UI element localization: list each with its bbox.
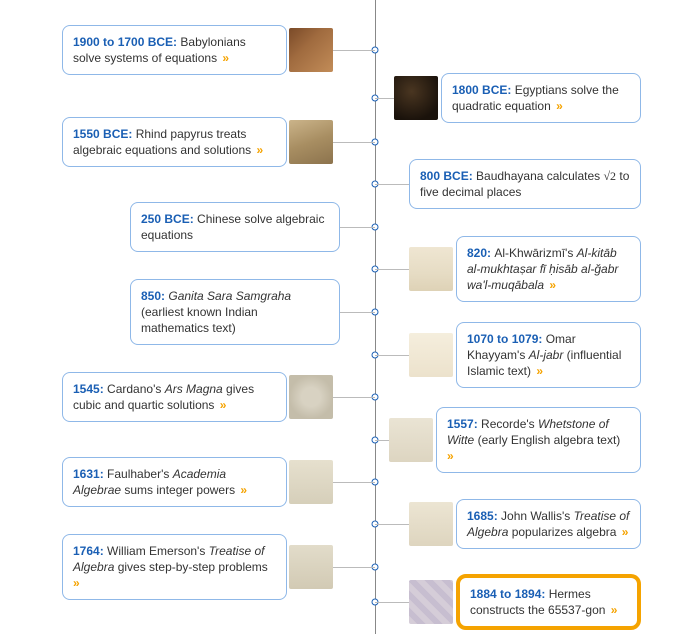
timeline: 1900 to 1700 BCE: Babylonians solve syst… [0, 0, 700, 634]
connector-line [333, 397, 375, 398]
timeline-card-cardano[interactable]: 1545: Cardano's Ars Magna gives cubic an… [62, 372, 287, 422]
entry-date: 1545: [73, 382, 107, 396]
more-arrow-icon[interactable]: » [235, 483, 247, 497]
timeline-card-emerson[interactable]: 1764: William Emerson's Treatise of Alge… [62, 534, 287, 601]
entry-thumb [409, 502, 453, 546]
more-arrow-icon[interactable]: » [605, 603, 617, 617]
timeline-card-recorde[interactable]: 1557: Recorde's Whetstone of Witte (earl… [436, 407, 641, 474]
entry-date: 1800 BCE: [452, 83, 515, 97]
timeline-card-ganita: 850: Ganita Sara Samgraha (earliest know… [130, 279, 340, 346]
connector-line [375, 98, 394, 99]
timeline-card-faulhaber[interactable]: 1631: Faulhaber's Academia Algebrae sums… [62, 457, 287, 507]
connector-line [375, 440, 389, 441]
more-arrow-icon[interactable]: » [544, 278, 556, 292]
timeline-card-babylon[interactable]: 1900 to 1700 BCE: Babylonians solve syst… [62, 25, 287, 75]
entry-date: 1764: [73, 544, 107, 558]
entry-thumb [289, 28, 333, 72]
entry-date: 1070 to 1079: [467, 332, 546, 346]
connector-line [333, 142, 375, 143]
entry-date: 1685: [467, 509, 501, 523]
timeline-card-egypt[interactable]: 1800 BCE: Egyptians solve the quadratic … [441, 73, 641, 123]
entry-thumb [289, 120, 333, 164]
connector-line [340, 227, 375, 228]
more-arrow-icon[interactable]: » [531, 364, 543, 378]
connector-line [375, 269, 409, 270]
more-arrow-icon[interactable]: » [217, 51, 229, 65]
connector-line [375, 355, 409, 356]
connector-line [375, 184, 409, 185]
entry-date: 1900 to 1700 BCE: [73, 35, 180, 49]
entry-thumb [409, 247, 453, 291]
entry-thumb [409, 580, 453, 624]
entry-date: 820: [467, 246, 494, 260]
entry-date: 850: [141, 289, 168, 303]
entry-thumb [289, 545, 333, 589]
entry-date: 1631: [73, 467, 107, 481]
connector-line [333, 50, 375, 51]
connector-line [375, 602, 409, 603]
more-arrow-icon[interactable]: » [616, 525, 628, 539]
entry-thumb [389, 418, 433, 462]
entry-date: 1884 to 1894: [470, 587, 549, 601]
entry-date: 1557: [447, 417, 481, 431]
entry-date: 800 BCE: [420, 169, 476, 183]
more-arrow-icon[interactable]: » [251, 143, 263, 157]
more-arrow-icon[interactable]: » [214, 398, 226, 412]
entry-date: 1550 BCE: [73, 127, 136, 141]
timeline-card-rhind[interactable]: 1550 BCE: Rhind papyrus treats algebraic… [62, 117, 287, 167]
entry-thumb [289, 460, 333, 504]
timeline-card-baudhayana: 800 BCE: Baudhayana calculates √2 to fiv… [409, 159, 641, 209]
timeline-card-chinese: 250 BCE: Chinese solve algebraic equatio… [130, 202, 340, 252]
connector-line [375, 524, 409, 525]
connector-line [340, 312, 375, 313]
entry-date: 250 BCE: [141, 212, 197, 226]
entry-thumb [409, 333, 453, 377]
timeline-card-wallis[interactable]: 1685: John Wallis's Treatise of Algebra … [456, 499, 641, 549]
connector-line [333, 482, 375, 483]
entry-thumb [289, 375, 333, 419]
timeline-card-khwarizmi[interactable]: 820: Al-Khwārizmī's Al-kitāb al-mukhtaṣa… [456, 236, 641, 303]
more-arrow-icon[interactable]: » [551, 99, 563, 113]
timeline-card-hermes[interactable]: 1884 to 1894: Hermes constructs the 6553… [456, 574, 641, 630]
entry-thumb [394, 76, 438, 120]
timeline-card-khayyam[interactable]: 1070 to 1079: Omar Khayyam's Al-jabr (in… [456, 322, 641, 389]
connector-line [333, 567, 375, 568]
